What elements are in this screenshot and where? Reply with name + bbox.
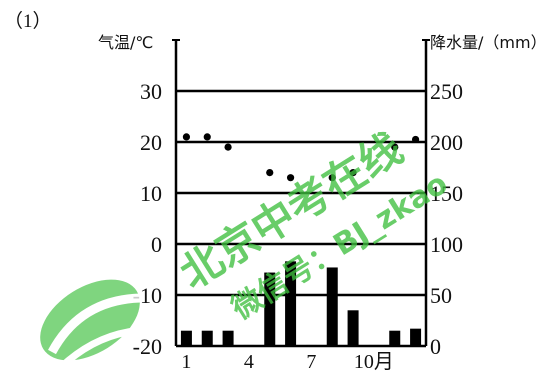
axes xyxy=(172,39,430,346)
precipitation-bars xyxy=(180,261,422,346)
left-tick-label: 20 xyxy=(140,130,162,155)
temperature-point xyxy=(391,143,399,151)
left-tick-label: 0 xyxy=(151,232,162,257)
precipitation-bar xyxy=(243,344,255,346)
right-tick-label: 150 xyxy=(430,181,463,206)
left-tick-label: -20 xyxy=(133,334,162,359)
temperature-point xyxy=(328,174,336,182)
right-axis-label: 降水量/（mm） xyxy=(430,33,538,52)
right-tick-label: 200 xyxy=(430,130,463,155)
precipitation-bar xyxy=(305,344,317,346)
precipitation-bar xyxy=(180,330,192,346)
right-tick-labels: 250 200 150 100 50 0 xyxy=(430,79,463,359)
precipitation-bar xyxy=(285,261,297,346)
x-tick-label: 7 xyxy=(306,351,316,373)
precipitation-bar xyxy=(201,330,213,346)
temperature-point xyxy=(182,133,191,141)
x-tick-labels: 1 4 7 10月 xyxy=(181,351,393,373)
temperature-point xyxy=(266,169,274,177)
right-tick-label: 250 xyxy=(430,79,463,104)
precipitation-bar xyxy=(347,310,359,346)
precipitation-bar xyxy=(368,344,380,346)
subfigure-label: （1） xyxy=(4,10,52,32)
x-tick-label: 10月 xyxy=(354,351,394,373)
temperature-point xyxy=(203,133,211,141)
right-tick-label: 50 xyxy=(430,283,452,308)
right-tick-label: 0 xyxy=(430,334,441,359)
left-tick-label: 10 xyxy=(140,181,162,206)
temperature-points xyxy=(182,133,420,182)
x-tick-label: 4 xyxy=(244,351,254,373)
precipitation-bar xyxy=(222,330,234,346)
temperature-point xyxy=(411,135,420,144)
precipitation-bar xyxy=(389,330,401,346)
watermark-logo xyxy=(40,279,151,371)
precipitation-bar xyxy=(264,272,276,346)
gridlines xyxy=(176,89,426,348)
x-tick-label: 1 xyxy=(181,351,191,373)
right-tick-label: 100 xyxy=(430,232,463,257)
precipitation-bar xyxy=(410,328,422,346)
left-axis-label: 气温/℃ xyxy=(98,33,153,52)
temperature-point xyxy=(224,143,232,151)
temperature-point xyxy=(349,169,357,177)
left-tick-label: 30 xyxy=(140,79,162,104)
temperature-point xyxy=(286,174,295,182)
precipitation-bar xyxy=(326,267,338,346)
